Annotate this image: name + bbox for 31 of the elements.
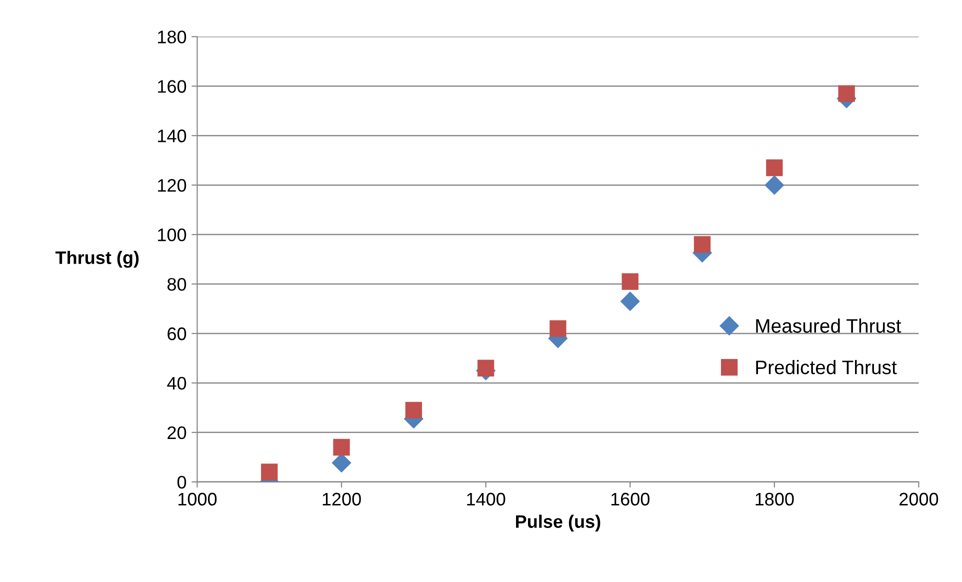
y-tick-label: 60 xyxy=(168,327,186,340)
point xyxy=(766,159,783,176)
point xyxy=(694,236,711,253)
y-tick-label: 120 xyxy=(158,179,186,192)
y-tick-label: 160 xyxy=(158,80,186,93)
point xyxy=(261,464,278,480)
point xyxy=(838,85,855,102)
point xyxy=(620,292,640,311)
x-tick-label: 1200 xyxy=(322,492,361,506)
y-tick-label: 20 xyxy=(168,426,186,440)
y-tick-label: 140 xyxy=(158,130,186,142)
x-tick-label: 1000 xyxy=(178,492,217,506)
point xyxy=(333,438,350,456)
x-axis-title: Pulse (us) xyxy=(516,514,600,532)
legend-label: Measured Thrust xyxy=(756,318,902,333)
y-tick-label: 100 xyxy=(158,228,186,242)
point xyxy=(405,402,422,418)
x-tick-label: 2000 xyxy=(900,492,938,506)
y-tick-label: 80 xyxy=(167,278,186,291)
x-tick-label: 1400 xyxy=(467,492,506,506)
point xyxy=(550,320,566,337)
point xyxy=(764,176,784,195)
y-axis-title: Thrust (g) xyxy=(55,250,139,268)
y-tick-label: 40 xyxy=(167,376,186,390)
x-tick-label: 1800 xyxy=(756,492,794,506)
y-tick-label: 180 xyxy=(158,30,186,44)
legend-label: Predicted Thrust xyxy=(756,360,897,374)
point xyxy=(477,360,494,376)
y-tick-label: 0 xyxy=(177,476,186,489)
point xyxy=(622,273,638,290)
x-tick-label: 1600 xyxy=(611,492,650,506)
